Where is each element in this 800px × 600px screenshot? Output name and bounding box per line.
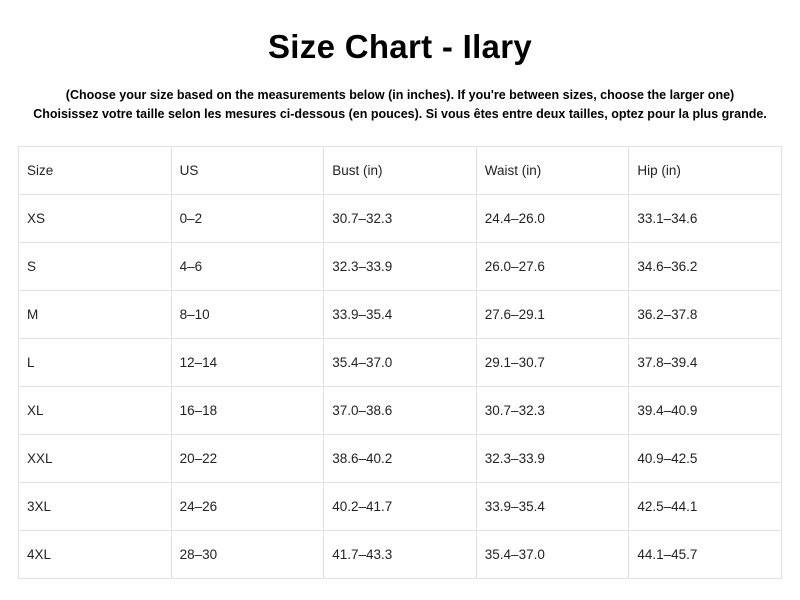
table-cell: 39.4–40.9 [628,386,782,435]
table-cell: 4XL [18,530,172,579]
column-header: Size [18,146,172,195]
table-cell: 35.4–37.0 [323,338,477,387]
table-cell: 30.7–32.3 [323,194,477,243]
table-row: S 4–6 32.3–33.9 26.0–27.6 34.6–36.2 [18,242,782,291]
table-row: 3XL 24–26 40.2–41.7 33.9–35.4 42.5–44.1 [18,482,782,531]
table-cell: 24.4–26.0 [475,194,630,243]
table-cell: XS [18,194,172,243]
table-cell: 12–14 [170,338,325,387]
table-cell: 3XL [18,482,172,531]
table-cell: 30.7–32.3 [475,386,630,435]
table-cell: 20–22 [170,434,325,483]
table-row: L 12–14 35.4–37.0 29.1–30.7 37.8–39.4 [18,338,782,387]
table-cell: 40.2–41.7 [323,482,477,531]
table-cell: 36.2–37.8 [628,290,782,339]
table-cell: 33.9–35.4 [475,482,630,531]
table-cell: 44.1–45.7 [628,530,782,579]
table-cell: 28–30 [170,530,325,579]
table-cell: 0–2 [170,194,325,243]
page-title: Size Chart - Ilary [268,28,532,65]
table-cell: 40.9–42.5 [628,434,782,483]
table-cell: 16–18 [170,386,325,435]
table-cell: 24–26 [170,482,325,531]
table-row: XXL 20–22 38.6–40.2 32.3–33.9 40.9–42.5 [18,434,782,483]
table-cell: M [18,290,172,339]
table-cell: 37.8–39.4 [628,338,782,387]
table-cell: 34.6–36.2 [628,242,782,291]
table-cell: XXL [18,434,172,483]
column-header: US [170,146,325,195]
table-cell: 29.1–30.7 [475,338,630,387]
table-cell: 4–6 [170,242,325,291]
table-cell: 8–10 [170,290,325,339]
table-cell: 32.3–33.9 [475,434,630,483]
table-row: XL 16–18 37.0–38.6 30.7–32.3 39.4–40.9 [18,386,782,435]
column-header: Bust (in) [323,146,477,195]
table-row: M 8–10 33.9–35.4 27.6–29.1 36.2–37.8 [18,290,782,339]
table-row: XS 0–2 30.7–32.3 24.4–26.0 33.1–34.6 [18,194,782,243]
size-table: Size US Bust (in) Waist (in) Hip (in) XS 0–2 30… [18,146,782,579]
table-cell: 35.4–37.0 [475,530,630,579]
table-cell: 33.1–34.6 [628,194,782,243]
table-cell: 33.9–35.4 [323,290,477,339]
instructions-english: (Choose your size based on the measureme… [65,88,735,102]
column-header: Hip (in) [628,146,782,195]
table-cell: 41.7–43.3 [323,530,477,579]
table-row: 4XL 28–30 41.7–43.3 35.4–37.0 44.1–45.7 [18,530,782,579]
table-header-row: Size US Bust (in) Waist (in) Hip (in) [18,146,782,195]
table-cell: S [18,242,172,291]
table-cell: 26.0–27.6 [475,242,630,291]
instructions-french: Choisissez votre taille selon les mesure… [33,107,767,121]
table-cell: XL [18,386,172,435]
column-header: Waist (in) [475,146,630,195]
table-cell: 27.6–29.1 [475,290,630,339]
table-cell: L [18,338,172,387]
table-cell: 42.5–44.1 [628,482,782,531]
table-cell: 32.3–33.9 [323,242,477,291]
table-cell: 38.6–40.2 [323,434,477,483]
table-cell: 37.0–38.6 [323,386,477,435]
